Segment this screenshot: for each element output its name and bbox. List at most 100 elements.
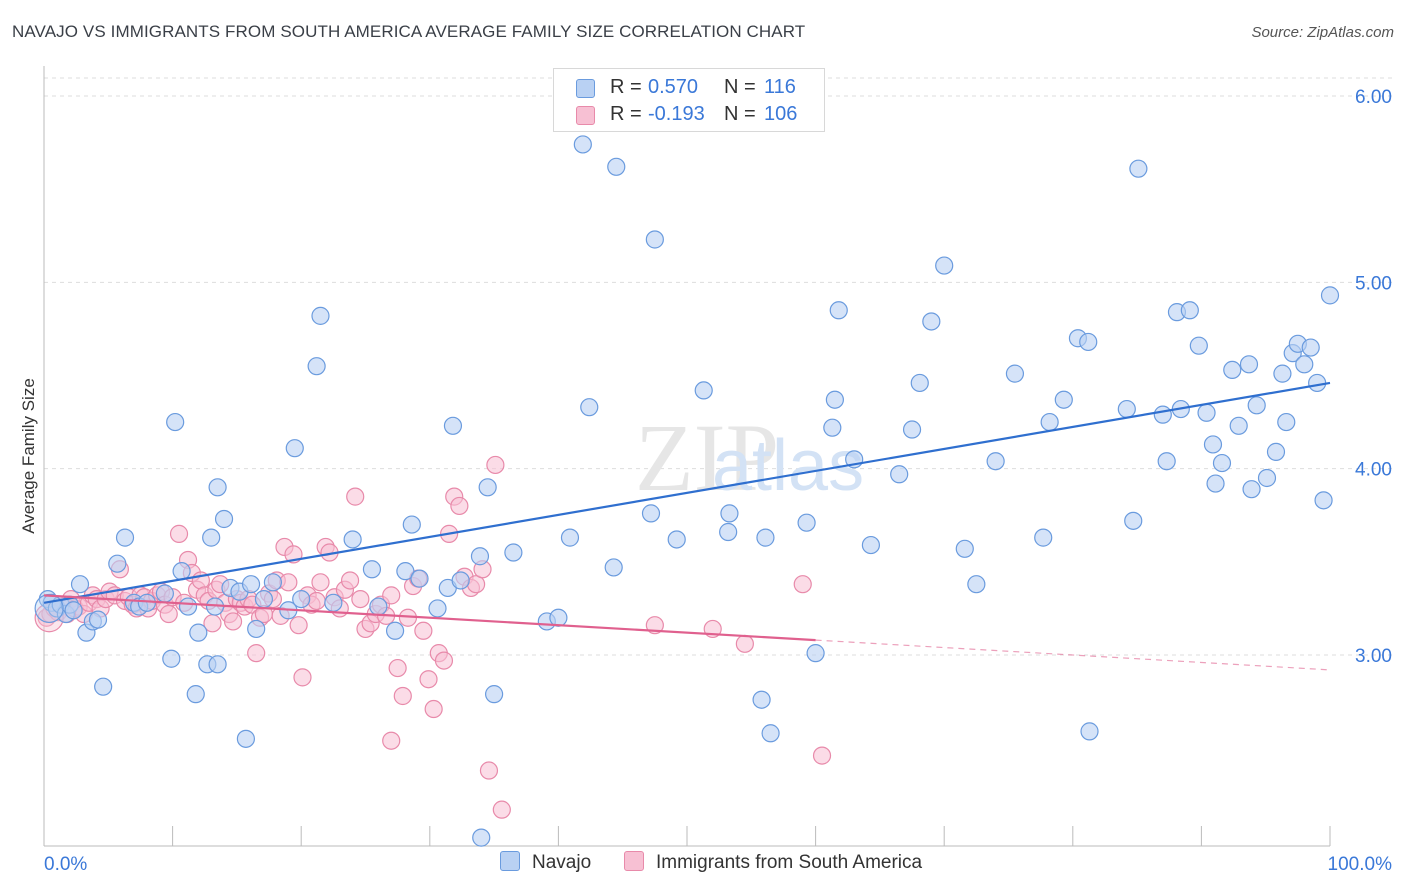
navajo-point <box>1005 364 1025 383</box>
immigrants-point <box>293 668 312 687</box>
navajo-point <box>1239 355 1259 374</box>
navajo-point <box>178 597 198 616</box>
navajo-point <box>1266 442 1286 461</box>
navajo-point <box>186 685 205 704</box>
navajo-point <box>94 677 113 696</box>
navajo-point <box>254 589 274 609</box>
navajo-point <box>604 558 623 577</box>
navajo-point <box>88 610 108 629</box>
immigrants-n-value: 106 <box>764 103 798 125</box>
watermark-zip: ZIP <box>635 404 779 511</box>
navajo-n-value: 116 <box>764 76 796 98</box>
navajo-point <box>1040 412 1059 432</box>
navajo-point <box>1308 373 1327 393</box>
navajo-point <box>155 584 174 603</box>
navajo-point <box>797 513 816 532</box>
immigrants-legend-label: Immigrants from South America <box>656 852 923 873</box>
immigrants-point <box>450 496 469 516</box>
navajo-point <box>504 543 523 562</box>
navajo-point <box>1212 453 1232 473</box>
navajo-point <box>324 593 343 612</box>
navajo-point <box>208 478 227 497</box>
immigrants-r-value: -0.193 <box>648 103 705 125</box>
navajo-point <box>108 554 127 573</box>
navajo-point <box>1080 722 1099 741</box>
immigrants-point <box>311 573 330 592</box>
navajo-point <box>137 593 156 612</box>
navajo-point <box>115 528 135 547</box>
navajo-swatch <box>576 79 595 98</box>
immigrants-point <box>247 644 266 663</box>
navajo-point <box>1314 491 1333 510</box>
navajo-point <box>285 439 304 458</box>
navajo-point <box>825 390 844 409</box>
navajo-point <box>1277 412 1296 432</box>
bottom-legend-navajo: Navajo <box>500 851 591 874</box>
navajo-point <box>443 416 463 435</box>
navajo-point <box>1273 364 1292 383</box>
navajo-point <box>1034 528 1053 547</box>
immigrants-point <box>289 616 308 635</box>
immigrants-trend-extension <box>815 639 1331 671</box>
navajo-point-cluster <box>34 593 64 624</box>
navajo-point <box>549 608 568 627</box>
navajo-point <box>263 573 283 592</box>
navajo-point <box>1153 405 1172 424</box>
navajo-point <box>910 373 929 393</box>
y-tick-label: 5.00 <box>1355 273 1392 294</box>
navajo-legend-swatch <box>500 851 520 871</box>
immigrants-point <box>434 651 454 670</box>
navajo-point <box>410 569 429 588</box>
navajo-point <box>1197 403 1216 422</box>
immigrants-point <box>419 670 438 689</box>
immigrants-point <box>340 571 360 590</box>
navajo-point <box>208 655 227 674</box>
navajo-point <box>402 515 421 534</box>
navajo-point <box>1242 480 1261 499</box>
navajo-point <box>311 306 330 325</box>
n-label: N = <box>724 103 756 125</box>
navajo-point <box>861 535 880 555</box>
navajo-point <box>719 522 738 542</box>
navajo-point <box>162 649 181 668</box>
immigrants-point <box>793 575 812 594</box>
navajo-point <box>362 560 382 579</box>
navajo-point <box>241 575 261 594</box>
immigrants-point <box>424 699 443 719</box>
navajo-point <box>573 135 592 154</box>
navajo-point <box>829 301 848 320</box>
navajo-point <box>451 571 470 590</box>
navajo-point <box>607 157 626 176</box>
navajo-point <box>1295 355 1314 374</box>
navajo-point <box>189 623 208 642</box>
immigrants-point <box>735 634 754 653</box>
y-tick-label: 4.00 <box>1355 460 1392 481</box>
immigrants-swatch <box>576 106 595 125</box>
navajo-legend-label: Navajo <box>532 852 592 873</box>
immigrants-point <box>393 686 412 706</box>
navajo-point <box>470 547 490 566</box>
navajo-point <box>369 597 388 616</box>
navajo-point <box>890 465 909 484</box>
navajo-point <box>1189 336 1208 355</box>
navajo-r-value: 0.570 <box>648 76 699 98</box>
navajo-point <box>986 452 1005 471</box>
navajo-point <box>70 575 90 594</box>
immigrants-point <box>382 586 401 605</box>
immigrants-point <box>382 731 401 750</box>
navajo-point <box>560 528 580 547</box>
immigrants-point <box>479 761 499 780</box>
navajo-point <box>1320 286 1340 305</box>
immigrants-point <box>351 589 370 609</box>
source-label: Source: ZipAtlas.com <box>1251 24 1394 41</box>
navajo-point <box>967 575 986 594</box>
navajo-point <box>247 619 266 639</box>
navajo-point <box>343 530 362 549</box>
navajo-point <box>472 828 491 847</box>
bottom-legend-immigrants: Immigrants from South America <box>624 851 922 874</box>
r-label: R = <box>610 103 642 125</box>
navajo-point <box>1203 435 1223 454</box>
correlation-legend: R = 0.570 N = 116 R = -0.193 N = 106 <box>553 68 825 132</box>
immigrants-point <box>388 658 407 678</box>
navajo-point <box>922 312 941 331</box>
